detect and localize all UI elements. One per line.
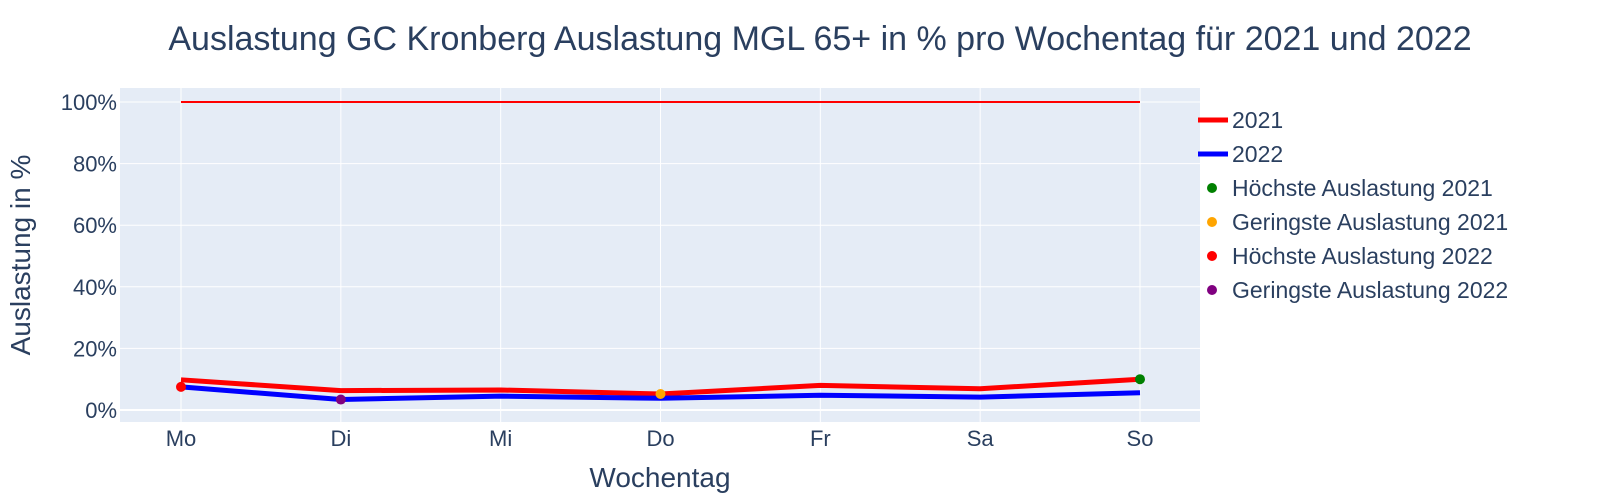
- legend: 2021 2022 Höchste Auslastung 2021 Geringste…: [1198, 107, 1508, 303]
- legend-label: Geringste Auslastung 2022: [1232, 277, 1508, 303]
- marker-point-3: [176, 381, 186, 392]
- legend-swatch-dot: [1207, 251, 1217, 261]
- x-tick-label: Do: [646, 426, 674, 451]
- legend-label: Höchste Auslastung 2022: [1232, 243, 1493, 269]
- x-tick-label: Mo: [166, 426, 197, 451]
- legend-swatch-dot: [1207, 285, 1217, 295]
- x-tick-label: Di: [330, 426, 351, 451]
- marker-points: [176, 374, 1145, 405]
- gridlines: [120, 88, 1200, 422]
- y-tick-label: 100%: [61, 90, 117, 115]
- y-tick-label: 80%: [73, 152, 117, 177]
- legend-label: Geringste Auslastung 2021: [1232, 209, 1508, 235]
- y-tick-label: 40%: [73, 275, 117, 300]
- chart-title: Auslastung GC Kronberg Auslastung MGL 65…: [168, 20, 1471, 58]
- legend-label: Höchste Auslastung 2021: [1232, 175, 1493, 201]
- x-tick-label: Sa: [967, 426, 995, 451]
- y-tick-label: 20%: [73, 336, 117, 361]
- marker-point-2: [655, 388, 666, 399]
- y-tick-label: 60%: [73, 213, 117, 238]
- legend-swatch-dot: [1207, 183, 1217, 193]
- marker-point-1: [1135, 374, 1145, 385]
- legend-label: 2022: [1232, 141, 1283, 167]
- marker-point-4: [335, 394, 346, 405]
- y-axis-ticks: 0% 20% 40% 60% 80% 100%: [61, 90, 117, 423]
- y-axis-title: Auslastung in %: [5, 155, 36, 356]
- y-tick-label: 0%: [85, 398, 117, 423]
- x-axis-ticks: Mo Di Mi Do Fr Sa So: [166, 426, 1154, 451]
- x-tick-label: Mi: [489, 426, 512, 451]
- legend-swatch-dot: [1207, 217, 1217, 227]
- x-axis-title: Wochentag: [589, 462, 730, 493]
- legend-label: 2021: [1232, 107, 1283, 133]
- x-tick-label: Fr: [810, 426, 831, 451]
- x-tick-label: So: [1127, 426, 1154, 451]
